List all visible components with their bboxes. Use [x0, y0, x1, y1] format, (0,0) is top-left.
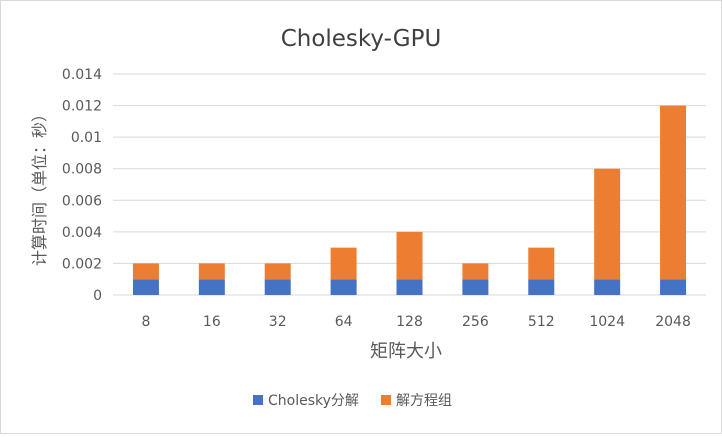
bar-segment-cholesky-256: [462, 279, 489, 295]
y-tick-label: 0.006: [62, 193, 102, 209]
bar-segment-cholesky-8: [132, 279, 159, 295]
y-tick-labels: 0 0.002 0.004 0.006 0.008 0.01 0.012 0.014: [62, 67, 102, 304]
x-tick-label: 512: [528, 314, 555, 330]
x-axis-label: 矩阵大小: [370, 341, 442, 362]
bar-segment-cholesky-1024: [594, 279, 621, 295]
chart-title: Cholesky-GPU: [281, 26, 442, 52]
y-tick-label: 0.002: [62, 256, 102, 272]
bar-segment-cholesky-64: [330, 279, 357, 295]
bar-segment-solve-512: [528, 247, 555, 280]
legend-swatch: [253, 395, 263, 405]
y-tick-label: 0.014: [62, 67, 102, 83]
bar-segment-cholesky-128: [396, 279, 423, 295]
x-tick-label: 256: [462, 314, 489, 330]
x-tick-label: 2048: [655, 314, 691, 330]
bar-segment-cholesky-32: [264, 279, 291, 295]
y-tick-label: 0.008: [62, 162, 102, 178]
x-tick-label: 8: [141, 314, 150, 330]
legend-swatch: [381, 395, 391, 405]
bar-segment-solve-32: [264, 263, 291, 280]
legend-label: 解方程组: [396, 393, 452, 409]
bar-segment-solve-256: [462, 263, 489, 280]
bar-segment-solve-64: [330, 247, 357, 280]
y-tick-label: 0.01: [71, 130, 102, 146]
bar-segment-cholesky-512: [528, 279, 555, 295]
legend-label: Cholesky分解: [268, 393, 359, 409]
bar-segment-cholesky-2048: [660, 279, 687, 295]
bars: [132, 105, 687, 295]
bar-segment-solve-8: [132, 263, 159, 280]
y-tick-label: 0.012: [62, 99, 102, 115]
legend: Cholesky分解 解方程组: [253, 393, 452, 409]
bar-segment-solve-128: [396, 231, 423, 280]
bar-segment-solve-2048: [660, 105, 687, 280]
y-tick-label: 0.004: [62, 225, 102, 241]
bar-segment-solve-16: [198, 263, 225, 280]
x-tick-label: 128: [396, 314, 423, 330]
x-tick-labels: 8 16 32 64 128 256 512 1024 2048: [141, 314, 690, 330]
x-tick-label: 1024: [589, 314, 625, 330]
y-axis-label: 计算时间（单位：秒）: [30, 106, 49, 266]
bar-segment-solve-1024: [594, 168, 621, 280]
bar-segment-cholesky-16: [198, 279, 225, 295]
y-tick-label: 0: [93, 288, 102, 304]
x-tick-label: 16: [203, 314, 221, 330]
x-tick-label: 64: [335, 314, 353, 330]
x-tick-label: 32: [269, 314, 287, 330]
